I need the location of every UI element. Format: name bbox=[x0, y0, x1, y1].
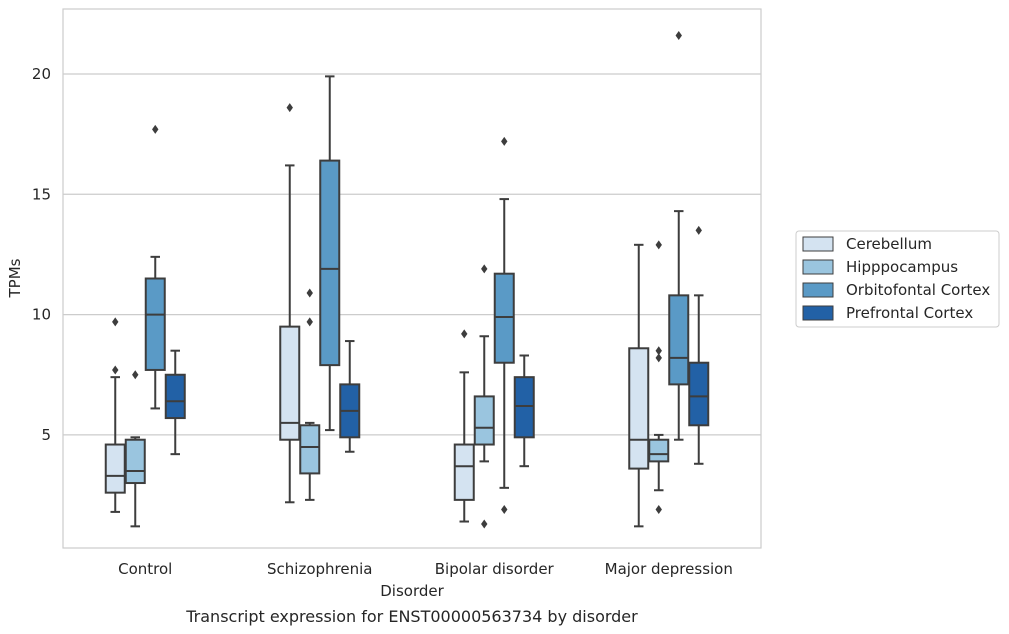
legend-label: Hipppocampus bbox=[846, 258, 958, 276]
x-tick-label: Control bbox=[118, 560, 172, 578]
legend-label: Prefrontal Cortex bbox=[846, 304, 973, 322]
box-iqr bbox=[473, 395, 495, 446]
box-iqr bbox=[688, 361, 710, 427]
outlier-point bbox=[501, 136, 508, 146]
x-axis-label: Disorder bbox=[380, 582, 444, 600]
outlier-point bbox=[481, 519, 488, 529]
box-cerebellum-0 bbox=[104, 317, 126, 513]
legend-swatch bbox=[802, 305, 834, 321]
box-orbitofontal-cortex-2 bbox=[493, 136, 515, 514]
y-tick-label: 5 bbox=[41, 426, 51, 444]
outlier-point bbox=[152, 124, 159, 134]
box-iqr bbox=[453, 443, 475, 501]
outlier-point bbox=[306, 317, 313, 327]
outlier-point bbox=[132, 370, 139, 380]
y-tick-labels: 5 10 15 20 bbox=[32, 65, 51, 444]
box-iqr bbox=[648, 438, 670, 463]
outlier-point bbox=[112, 365, 119, 375]
y-tick-label: 15 bbox=[32, 185, 51, 203]
outlier-point bbox=[501, 505, 508, 514]
y-axis-label: TPMs bbox=[6, 258, 24, 298]
x-tick-labels: Control Schizophrenia Bipolar disorder Majo… bbox=[118, 560, 733, 578]
box-iqr bbox=[164, 373, 186, 420]
box-orbitofontal-cortex-3 bbox=[668, 30, 690, 441]
box-prefrontal-cortex-2 bbox=[513, 354, 535, 468]
box-iqr bbox=[279, 325, 301, 441]
box-hipppocampus-2 bbox=[473, 264, 495, 529]
x-tick-label: Schizophrenia bbox=[267, 560, 372, 578]
legend-swatch bbox=[802, 236, 834, 252]
box-prefrontal-cortex-1 bbox=[339, 340, 361, 453]
outlier-point bbox=[655, 505, 662, 514]
box-iqr bbox=[124, 438, 146, 485]
y-tick-label: 20 bbox=[32, 65, 51, 83]
box-iqr bbox=[104, 443, 126, 494]
legend-swatch bbox=[802, 259, 834, 275]
outlier-point bbox=[112, 317, 119, 327]
outlier-point bbox=[655, 346, 662, 356]
chart-caption: Transcript expression for ENST0000056373… bbox=[185, 607, 638, 626]
box-iqr bbox=[319, 159, 341, 367]
legend-frame bbox=[795, 230, 1000, 328]
outlier-point bbox=[695, 225, 702, 235]
plot-area-frame bbox=[62, 8, 762, 549]
legend-label: Cerebellum bbox=[846, 235, 932, 253]
outlier-point bbox=[286, 103, 293, 113]
box-hipppocampus-0 bbox=[124, 370, 146, 528]
outlier-point bbox=[481, 264, 488, 274]
x-tick-label: Major depression bbox=[605, 560, 733, 578]
box-iqr bbox=[668, 294, 690, 386]
legend-swatch bbox=[802, 282, 834, 298]
legend-label: Orbitofontal Cortex bbox=[846, 281, 990, 299]
box-hipppocampus-1 bbox=[299, 288, 321, 501]
box-iqr bbox=[144, 277, 166, 371]
outlier-point bbox=[655, 353, 662, 363]
x-tick-label: Bipolar disorder bbox=[435, 560, 555, 578]
box-cerebellum-2 bbox=[453, 329, 475, 523]
box-cerebellum-3 bbox=[628, 243, 650, 528]
box-iqr bbox=[628, 347, 650, 470]
box-hipppocampus-3 bbox=[648, 240, 670, 514]
y-tick-label: 10 bbox=[32, 306, 51, 324]
boxes bbox=[104, 30, 710, 529]
box-orbitofontal-cortex-0 bbox=[144, 124, 166, 410]
outlier-point bbox=[655, 240, 662, 250]
outlier-point bbox=[306, 288, 313, 298]
box-iqr bbox=[299, 424, 321, 475]
box-orbitofontal-cortex-1 bbox=[319, 75, 341, 432]
outlier-point bbox=[461, 329, 468, 339]
box-prefrontal-cortex-0 bbox=[164, 349, 186, 456]
box-prefrontal-cortex-3 bbox=[688, 225, 710, 465]
box-cerebellum-1 bbox=[279, 103, 301, 504]
box-iqr bbox=[493, 272, 515, 364]
box-iqr bbox=[513, 376, 535, 439]
legend: Cerebellum Hipppocampus Orbitofontal Corte… bbox=[795, 230, 1000, 328]
outlier-point bbox=[675, 30, 682, 40]
